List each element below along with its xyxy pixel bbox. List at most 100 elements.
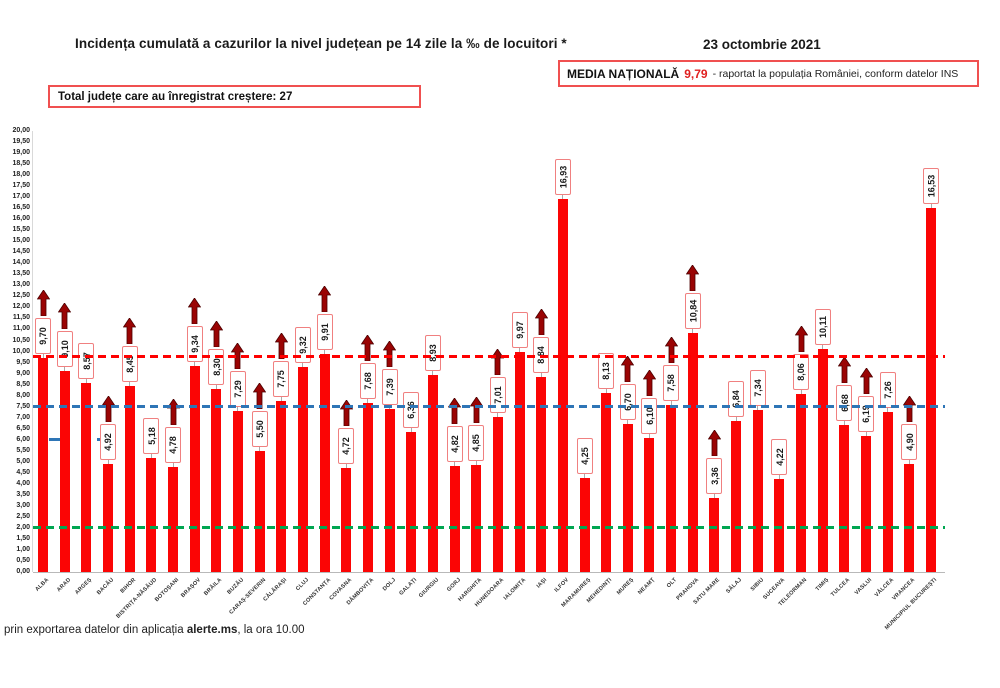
footer-prefix: prin exportarea datelor din aplicația	[4, 624, 187, 636]
label-leader-line	[150, 453, 152, 458]
total-increase-box: Total județe care au înregistrat creșter…	[48, 85, 421, 108]
label-leader-line	[713, 493, 715, 498]
increase-arrow-icon	[317, 284, 332, 312]
value-label-box: 9,34	[186, 326, 203, 363]
y-axis-tick-label: 14,50	[12, 248, 30, 256]
national-average-box: MEDIA NAȚIONALĂ 9,79 - raportat la popul…	[558, 60, 979, 87]
y-axis-tick-label: 1,00	[16, 546, 30, 553]
label-leader-line	[648, 433, 650, 438]
label-leader-line	[64, 367, 66, 372]
label-leader-line	[129, 381, 131, 386]
y-axis-tick-label: 7,00	[16, 413, 30, 421]
bar-suceava	[774, 478, 785, 572]
bar-v-lcea	[882, 411, 893, 572]
label-leader-line	[367, 398, 369, 403]
value-label-box: 9,32	[294, 326, 311, 363]
increase-arrow-icon	[794, 325, 808, 353]
y-axis-tick-label: 11,50	[12, 314, 30, 322]
y-axis-tick-label: 15,50	[12, 226, 30, 234]
increase-arrow-icon	[664, 336, 678, 364]
increase-arrow-icon	[187, 297, 202, 325]
value-label: 4,90	[904, 433, 915, 451]
value-label-box: 16,53	[923, 167, 939, 204]
bar-cara-severin	[254, 450, 265, 572]
value-label-box: 8,30	[208, 349, 225, 385]
value-label: 7,01	[492, 386, 503, 405]
label-leader-line	[215, 385, 217, 389]
label-leader-line	[692, 329, 694, 333]
value-label-box: 8,06	[793, 354, 809, 391]
label-leader-line	[584, 474, 585, 479]
increase-arrow-icon	[686, 264, 700, 292]
label-leader-line	[345, 463, 347, 468]
bar-maramure-	[579, 478, 590, 572]
value-label: 8,93	[427, 344, 438, 362]
label-leader-line	[194, 362, 196, 367]
label-leader-line	[410, 427, 412, 432]
value-label-box: 8,93	[424, 335, 441, 372]
value-label-box: 9,91	[316, 313, 333, 350]
y-axis-tick-label: 10,00	[12, 347, 30, 355]
increase-arrow-icon	[859, 366, 873, 394]
value-label: 4,82	[449, 434, 460, 453]
value-label-box: 6,36	[403, 391, 420, 428]
y-axis-tick-label: 8,00	[16, 391, 30, 399]
value-label-box: 8,13	[598, 352, 615, 389]
value-label: 7,29	[232, 380, 243, 399]
y-axis-tick-label: 12,00	[12, 303, 30, 311]
bar-neam-	[644, 437, 655, 572]
blue-dash-fragment	[49, 438, 62, 441]
value-label: 4,72	[341, 437, 352, 455]
value-label-box: 6,84	[728, 381, 745, 418]
value-label: 6,36	[406, 401, 417, 419]
bar-vrancea	[904, 464, 915, 572]
value-label: 4,78	[168, 435, 178, 454]
y-axis-tick-label: 9,50	[16, 358, 30, 366]
y-axis-tick-label: 19,50	[12, 138, 30, 145]
label-leader-line	[259, 446, 261, 451]
label-leader-line	[865, 431, 867, 436]
y-axis-tick-label: 20,00	[12, 127, 30, 134]
value-label-box: 6,68	[836, 384, 853, 421]
label-leader-line	[930, 203, 932, 208]
value-label-box: 10,84	[684, 293, 701, 329]
value-label-box: 7,26	[879, 371, 896, 408]
value-label-box: 4,90	[901, 424, 918, 460]
bar-prahova	[687, 333, 698, 572]
y-axis-tick-label: 13,00	[12, 281, 30, 289]
bar-d-mbovi-a	[362, 402, 373, 572]
label-leader-line	[324, 349, 326, 354]
value-label: 8,13	[601, 361, 612, 380]
bar-mure-	[622, 424, 633, 572]
total-increase-label: Total județe care au înregistrat creșter…	[58, 90, 293, 103]
national-average-suffix: - raportat la populația României, confor…	[712, 67, 959, 80]
label-leader-line	[735, 417, 737, 422]
y-axis-line	[32, 131, 33, 572]
value-label-box: 9,97	[511, 312, 528, 349]
label-leader-line	[454, 461, 455, 466]
value-label-box: 9,10	[56, 331, 73, 368]
value-label-box: 6,70	[619, 384, 636, 421]
increase-arrow-icon	[166, 397, 180, 425]
value-label: 10,11	[817, 316, 828, 339]
bar-ialomi-a	[514, 352, 525, 572]
bar-covasna	[341, 467, 352, 572]
national-average-value: 9,79	[684, 66, 708, 81]
bar-bihor	[124, 385, 135, 572]
label-leader-line	[778, 474, 780, 479]
value-label-box: 4,72	[338, 427, 355, 464]
national-average-label: MEDIA NAȚIONALĂ	[567, 66, 680, 81]
value-label: 7,68	[362, 371, 373, 390]
chart-title: Incidența cumulată a cazurilor la nivel …	[75, 36, 567, 51]
value-label: 4,25	[579, 447, 590, 466]
increase-arrow-icon	[707, 429, 722, 457]
value-label-box: 4,92	[100, 423, 116, 460]
label-leader-line	[562, 194, 564, 199]
y-axis-tick-label: 19,00	[12, 149, 30, 157]
bar-vaslui	[861, 435, 871, 572]
bar-arad	[59, 371, 70, 572]
value-label-box: 8,45	[121, 345, 138, 382]
bar-ia-i	[536, 377, 547, 572]
label-leader-line	[172, 462, 174, 467]
